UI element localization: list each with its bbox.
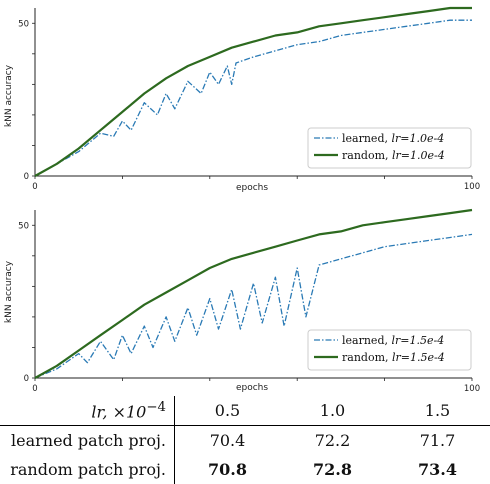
bottom-line-chart: kNN accuracy epochs 0 100 0 50 learned, lr=1…: [4, 208, 480, 394]
lr-header: lr, ×10−4: [0, 396, 175, 426]
bottom-plot-area: kNN accuracy epochs 0 100 0 50 learned, lr=1…: [4, 208, 480, 394]
top-plot-area: kNN accuracy epochs 0 100 0 50 learned, lr=1…: [4, 6, 480, 193]
cell-value: 70.8: [174, 455, 280, 484]
bottom-y-axis-title: kNN accuracy: [4, 260, 14, 323]
y-tick-label: 50: [18, 221, 29, 231]
series-line-learned: [34, 233, 473, 379]
table-row-learned: learned patch proj. 70.4 72.2 71.7: [0, 425, 490, 455]
cell-value: 72.8: [313, 460, 352, 479]
row-label: learned patch proj.: [0, 425, 175, 455]
cell-value: 73.4: [418, 460, 457, 479]
y-tick-label: 0: [24, 374, 29, 384]
lr-header-exponent: −4: [146, 399, 166, 415]
legend-entry: random, lr=1.0e-4: [342, 149, 445, 162]
cell-value: 70.4: [174, 425, 280, 455]
row-label: random patch proj.: [10, 460, 166, 479]
table-row-random: random patch proj. 70.8 72.8 73.4: [0, 455, 490, 484]
x-tick-label: 100: [464, 384, 480, 394]
col-header-2: 1.5: [424, 401, 451, 420]
x-tick-label: 100: [464, 182, 480, 192]
legend: learned, lr=1.0e-4 random, lr=1.0e-4: [307, 127, 472, 169]
table-header-row: lr, ×10−4 0.5 1.0 1.5: [0, 396, 490, 426]
x-tick-label: 0: [32, 182, 37, 192]
y-tick-label: 0: [24, 172, 29, 182]
series-line-random: [34, 208, 473, 379]
legend: learned, lr=1.5e-4 random, lr=1.5e-4: [307, 329, 472, 371]
legend-box: [307, 329, 472, 371]
col-header-1: 1.0: [319, 401, 346, 420]
col-header-0: 0.5: [174, 396, 280, 426]
top-y-axis-title: kNN accuracy: [4, 64, 14, 127]
legend-entry: learned, lr=1.5e-4: [342, 334, 444, 347]
legend-box: [307, 127, 472, 169]
top-x-axis-title: epochs: [236, 183, 268, 193]
results-table: lr, ×10−4 0.5 1.0 1.5 learned patch proj…: [0, 396, 490, 484]
lr-header-label: lr, ×10: [91, 402, 147, 422]
x-tick-label: 0: [32, 384, 37, 394]
cell-value: 72.2: [280, 425, 385, 455]
series-line-random: [34, 6, 472, 177]
top-line-chart: kNN accuracy epochs 0 100 0 50 learned, lr=1…: [4, 6, 480, 193]
bottom-x-axis-title: epochs: [236, 383, 268, 393]
series-line-learned: [34, 19, 472, 177]
legend-entry: learned, lr=1.0e-4: [342, 132, 444, 145]
y-tick-label: 50: [18, 19, 29, 29]
cell-value: 71.7: [385, 425, 490, 455]
legend-entry: random, lr=1.5e-4: [342, 351, 445, 364]
